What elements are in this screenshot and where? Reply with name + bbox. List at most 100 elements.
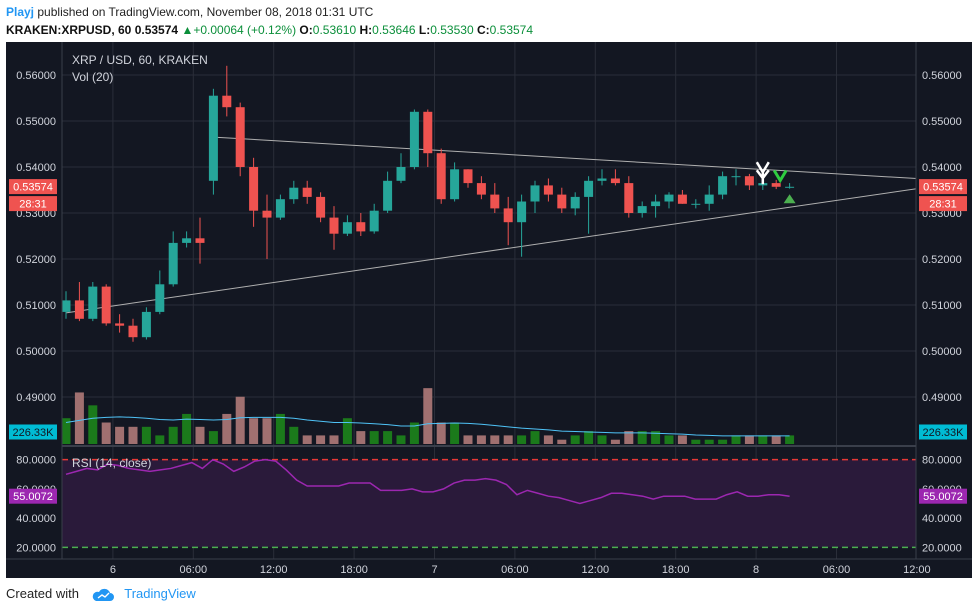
volume-bar — [302, 435, 312, 444]
price-tick-left: 0.55000 — [16, 116, 56, 128]
candle-body — [275, 199, 285, 218]
candle-body — [316, 196, 326, 218]
tradingview-link[interactable]: TradingView — [124, 586, 196, 601]
candle-body — [731, 176, 741, 178]
up-triangle-icon: ▲ — [181, 23, 194, 37]
low-label: L: — [418, 23, 431, 37]
volume-bar — [503, 435, 513, 444]
volume-bar — [369, 431, 379, 444]
volume-bar — [409, 422, 419, 444]
low-value: 0.53530 — [430, 23, 474, 37]
volume-bar — [718, 439, 728, 444]
countdown-badge-left-bg — [9, 196, 57, 212]
candle-body — [168, 242, 178, 285]
rsi-tick-right: 80.0000 — [922, 455, 962, 467]
volume-bar — [476, 435, 486, 444]
candles — [61, 65, 795, 342]
time-tick: 7 — [431, 564, 437, 576]
chart-area[interactable]: 0.56000 0.56000 0.55000 0.55000 0.54000 0.540… — [6, 42, 972, 578]
price-tick-right: 0.50000 — [922, 346, 962, 358]
candle-body — [342, 222, 352, 234]
volume-bar — [490, 435, 500, 444]
left-axis-bg — [6, 42, 62, 578]
candle-body — [208, 95, 218, 181]
volume-bar — [168, 426, 178, 444]
time-tick: 12:00 — [582, 564, 610, 576]
candle-body — [490, 194, 500, 209]
up-triangle-icon — [783, 194, 796, 204]
volume-bar — [436, 422, 446, 444]
price-tick-right: 0.49000 — [922, 392, 962, 404]
high-label: H: — [359, 23, 373, 37]
volume-bar — [208, 431, 218, 444]
rsi-badge-left: 55.0072 — [13, 491, 53, 503]
price-tick-right: 0.51000 — [922, 300, 962, 312]
volume-bar — [758, 435, 768, 444]
time-tick: 8 — [753, 564, 759, 576]
candle-body — [691, 203, 701, 205]
rsi-tick-left: 80.0000 — [16, 455, 56, 467]
volume-badge-right: 226.33K — [923, 427, 965, 439]
countdown-badge-right: 28:31 — [929, 199, 957, 211]
volume-badge-left-bg — [9, 424, 57, 440]
candle-body — [262, 210, 272, 218]
tradingview-logo-icon — [92, 588, 114, 601]
candle-body — [356, 222, 366, 232]
volume-bars — [61, 388, 795, 444]
volume-bar — [610, 439, 620, 444]
candle-body — [718, 176, 728, 195]
volume-bar — [222, 413, 232, 444]
candle-body — [383, 180, 393, 211]
time-tick: 06:00 — [501, 564, 529, 576]
rsi-tick-right: 40.0000 — [922, 513, 962, 525]
footer: Created with TradingView — [6, 586, 196, 606]
candle-body — [289, 187, 299, 200]
last-price-badge-left: 0.53574 — [13, 182, 53, 194]
volume-bar — [329, 435, 339, 444]
candle-body — [543, 185, 553, 195]
volume-bar — [637, 431, 647, 444]
price-tick-left: 0.56000 — [16, 70, 56, 82]
candle-body — [155, 284, 165, 312]
time-tick: 06:00 — [180, 564, 208, 576]
volume-bar — [235, 396, 245, 444]
candle-body — [450, 169, 460, 200]
volume-legend: Vol (20) — [72, 70, 113, 84]
rsi-badge-right-bg — [919, 488, 967, 504]
time-tick: 12:00 — [903, 564, 931, 576]
candle-body — [664, 194, 674, 202]
volume-bar — [262, 418, 272, 444]
author-name[interactable]: Playj — [6, 5, 35, 19]
open-label: O: — [299, 23, 313, 37]
volume-bar — [704, 439, 714, 444]
volume-bar — [383, 431, 393, 444]
volume-bar — [463, 435, 473, 444]
time-tick: 06:00 — [823, 564, 851, 576]
volume-bar — [195, 426, 205, 444]
volume-bar — [570, 435, 580, 444]
price-tick-left: 0.49000 — [16, 392, 56, 404]
rsi-tick-left: 40.0000 — [16, 513, 56, 525]
price-tick-right: 0.54000 — [922, 162, 962, 174]
volume-bar — [517, 435, 527, 444]
volume-bar — [155, 435, 165, 444]
close-value: 0.53574 — [489, 23, 534, 37]
volume-bar — [316, 435, 326, 444]
candle-body — [409, 111, 419, 167]
volume-bar — [543, 435, 553, 444]
candle-body — [423, 111, 433, 154]
volume-bar — [664, 435, 674, 444]
candle-body — [637, 206, 647, 213]
rsi-line — [65, 458, 790, 505]
candle-body — [141, 311, 151, 338]
price-tick-left: 0.52000 — [16, 254, 56, 266]
candle-body — [624, 183, 634, 213]
countdown-badge-left: 28:31 — [19, 199, 47, 211]
volume-bar — [691, 439, 701, 444]
rsi-legend: RSI (14, close) — [72, 456, 151, 470]
volume-bar — [731, 435, 741, 444]
volume-badge-right-bg — [919, 424, 967, 440]
candle-body — [557, 194, 567, 209]
last-price: 0.53574 — [134, 23, 179, 37]
candle-body — [249, 167, 259, 211]
